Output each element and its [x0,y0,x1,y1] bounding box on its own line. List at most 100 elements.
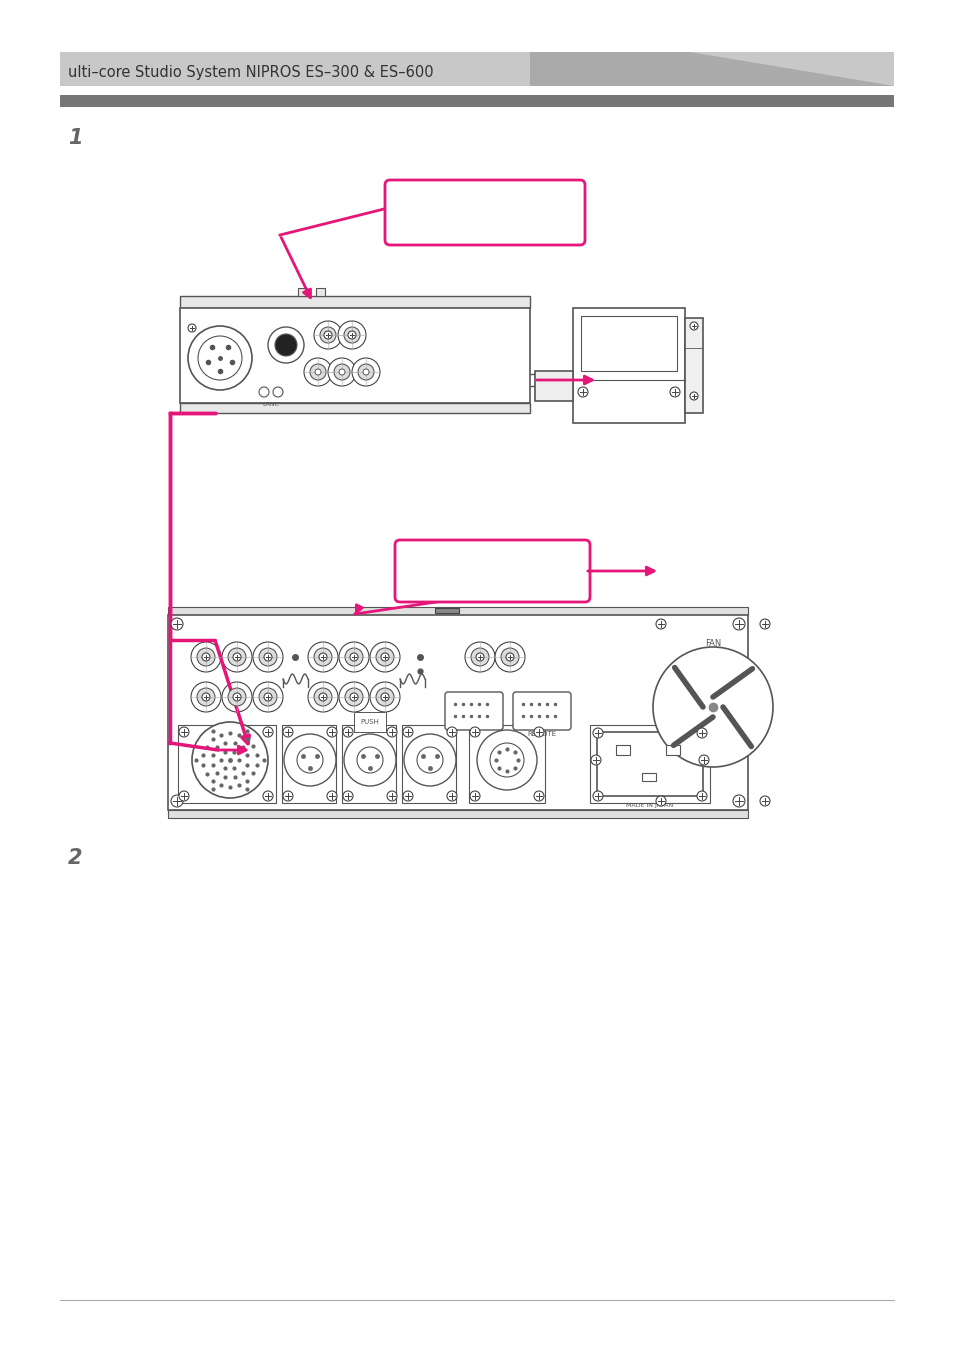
Circle shape [344,327,359,343]
Circle shape [327,728,336,737]
FancyBboxPatch shape [597,732,702,796]
Text: 1: 1 [68,128,82,148]
Circle shape [263,791,273,801]
Circle shape [363,369,369,375]
FancyBboxPatch shape [178,725,275,803]
Text: PUSH: PUSH [360,720,379,725]
Circle shape [253,682,283,711]
Circle shape [192,722,268,798]
Circle shape [265,653,271,660]
Circle shape [656,620,665,629]
FancyBboxPatch shape [168,608,747,616]
Circle shape [464,643,495,672]
Circle shape [352,358,379,386]
Circle shape [343,791,353,801]
FancyBboxPatch shape [180,296,530,308]
Circle shape [203,694,209,701]
Circle shape [191,682,221,711]
Circle shape [387,791,396,801]
Circle shape [203,653,209,660]
Circle shape [470,791,479,801]
Circle shape [258,688,276,706]
Circle shape [202,653,210,662]
Circle shape [345,648,363,666]
Circle shape [652,647,772,767]
FancyBboxPatch shape [665,745,679,755]
Circle shape [171,618,183,630]
Circle shape [402,728,413,737]
Circle shape [732,618,744,630]
Circle shape [370,682,399,711]
Text: FAN: FAN [704,639,720,648]
Circle shape [228,688,246,706]
Text: 2: 2 [68,848,82,868]
Circle shape [534,791,543,801]
Circle shape [264,693,272,701]
Circle shape [273,387,283,397]
Circle shape [760,620,769,629]
Circle shape [506,653,513,660]
Circle shape [578,387,587,397]
Circle shape [357,364,374,379]
Circle shape [656,796,665,806]
Circle shape [381,653,388,660]
Circle shape [334,364,350,379]
Circle shape [196,648,214,666]
FancyBboxPatch shape [435,608,458,613]
Circle shape [348,331,355,339]
Circle shape [274,333,296,356]
FancyBboxPatch shape [168,810,747,818]
Text: MADE IN JAPAN: MADE IN JAPAN [626,803,673,809]
Circle shape [760,796,769,806]
Circle shape [590,755,600,765]
Circle shape [387,728,396,737]
Circle shape [505,653,514,662]
FancyBboxPatch shape [180,404,530,413]
FancyBboxPatch shape [589,725,709,803]
Circle shape [699,755,708,765]
Circle shape [308,643,337,672]
Circle shape [263,728,273,737]
Circle shape [351,694,356,701]
Circle shape [351,653,356,660]
Circle shape [338,643,369,672]
Circle shape [310,364,326,379]
Circle shape [233,694,240,701]
Circle shape [253,643,283,672]
Circle shape [380,653,389,662]
FancyBboxPatch shape [513,693,571,730]
Circle shape [179,791,189,801]
Circle shape [669,387,679,397]
FancyBboxPatch shape [282,725,335,803]
Circle shape [191,643,221,672]
Circle shape [476,653,483,662]
Circle shape [534,728,543,737]
Circle shape [689,323,698,329]
Circle shape [222,643,252,672]
FancyBboxPatch shape [641,774,656,782]
Circle shape [403,734,456,786]
FancyBboxPatch shape [341,725,395,803]
Circle shape [344,734,395,786]
Circle shape [228,648,246,666]
Circle shape [188,325,252,390]
Circle shape [179,728,189,737]
FancyBboxPatch shape [395,540,589,602]
Circle shape [349,332,355,338]
Circle shape [375,648,394,666]
Circle shape [593,728,602,738]
FancyBboxPatch shape [60,95,893,107]
Circle shape [264,653,272,662]
Circle shape [265,694,271,701]
Circle shape [268,327,304,363]
Circle shape [500,648,518,666]
Circle shape [343,728,353,737]
Circle shape [318,693,327,701]
Circle shape [304,358,332,386]
Circle shape [476,653,482,660]
Circle shape [370,643,399,672]
Circle shape [495,643,524,672]
Circle shape [732,795,744,807]
Circle shape [171,795,183,807]
FancyBboxPatch shape [535,371,573,401]
